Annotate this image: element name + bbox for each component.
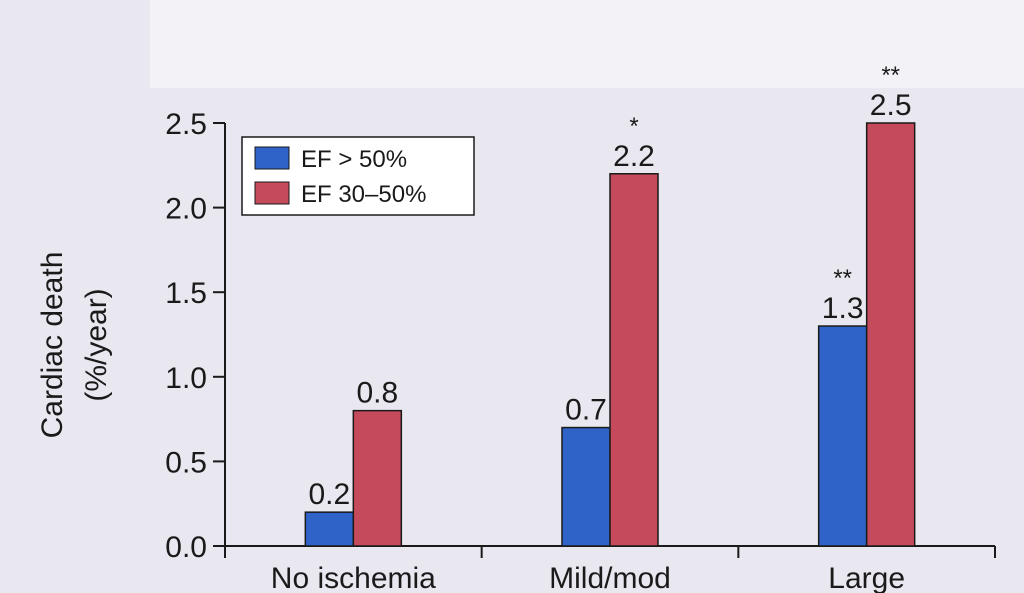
bar-value-label: 2.2: [613, 140, 655, 173]
y-tick-label: 2.0: [165, 193, 207, 226]
x-category-label: No ischemia: [271, 562, 436, 593]
bar: [817, 325, 868, 547]
legend-swatch-ef-gt-50: [254, 146, 290, 170]
bar: [609, 173, 659, 547]
paper-highlight: [150, 0, 1024, 88]
bar: [304, 511, 355, 547]
legend-label-ef-gt-50: EF > 50%: [301, 146, 407, 173]
bar-value-label: 0.7: [565, 394, 607, 427]
bar: [561, 426, 611, 547]
legend-label-ef-30-50: EF 30–50%: [301, 181, 426, 208]
bar: [865, 122, 916, 547]
y-tick-label: 2.5: [165, 108, 207, 141]
legend-swatch-ef-30-50: [254, 181, 290, 205]
bar-value-label: 0.2: [308, 478, 350, 511]
y-axis-title: Cardiac death (%/year): [36, 252, 113, 439]
significance-marker: **: [833, 265, 852, 292]
y-tick-label: 0.5: [165, 446, 207, 479]
bar-value-label: 1.3: [822, 292, 864, 325]
y-tick-label: 1.0: [165, 362, 207, 395]
y-tick-label: 1.5: [165, 277, 207, 310]
bar-value-label: 0.8: [356, 377, 398, 410]
bar: [352, 409, 403, 547]
y-axis-title-line2: (%/year): [80, 288, 113, 401]
y-tick-label: 0.0: [165, 531, 207, 564]
significance-marker: **: [881, 62, 900, 89]
bar-value-label: 2.5: [870, 89, 912, 122]
x-category-label: Large: [828, 562, 905, 593]
x-category-label: Mild/mod: [549, 562, 671, 593]
significance-marker: *: [629, 113, 638, 140]
plot-area: 0.0 0.5 1.0 1.5 2.0 2.5 No ischemia 0.2 0.8 Mild/…: [165, 62, 996, 593]
legend: EF > 50% EF 30–50%: [241, 136, 475, 216]
y-axis-title-line1: Cardiac death: [36, 252, 69, 439]
